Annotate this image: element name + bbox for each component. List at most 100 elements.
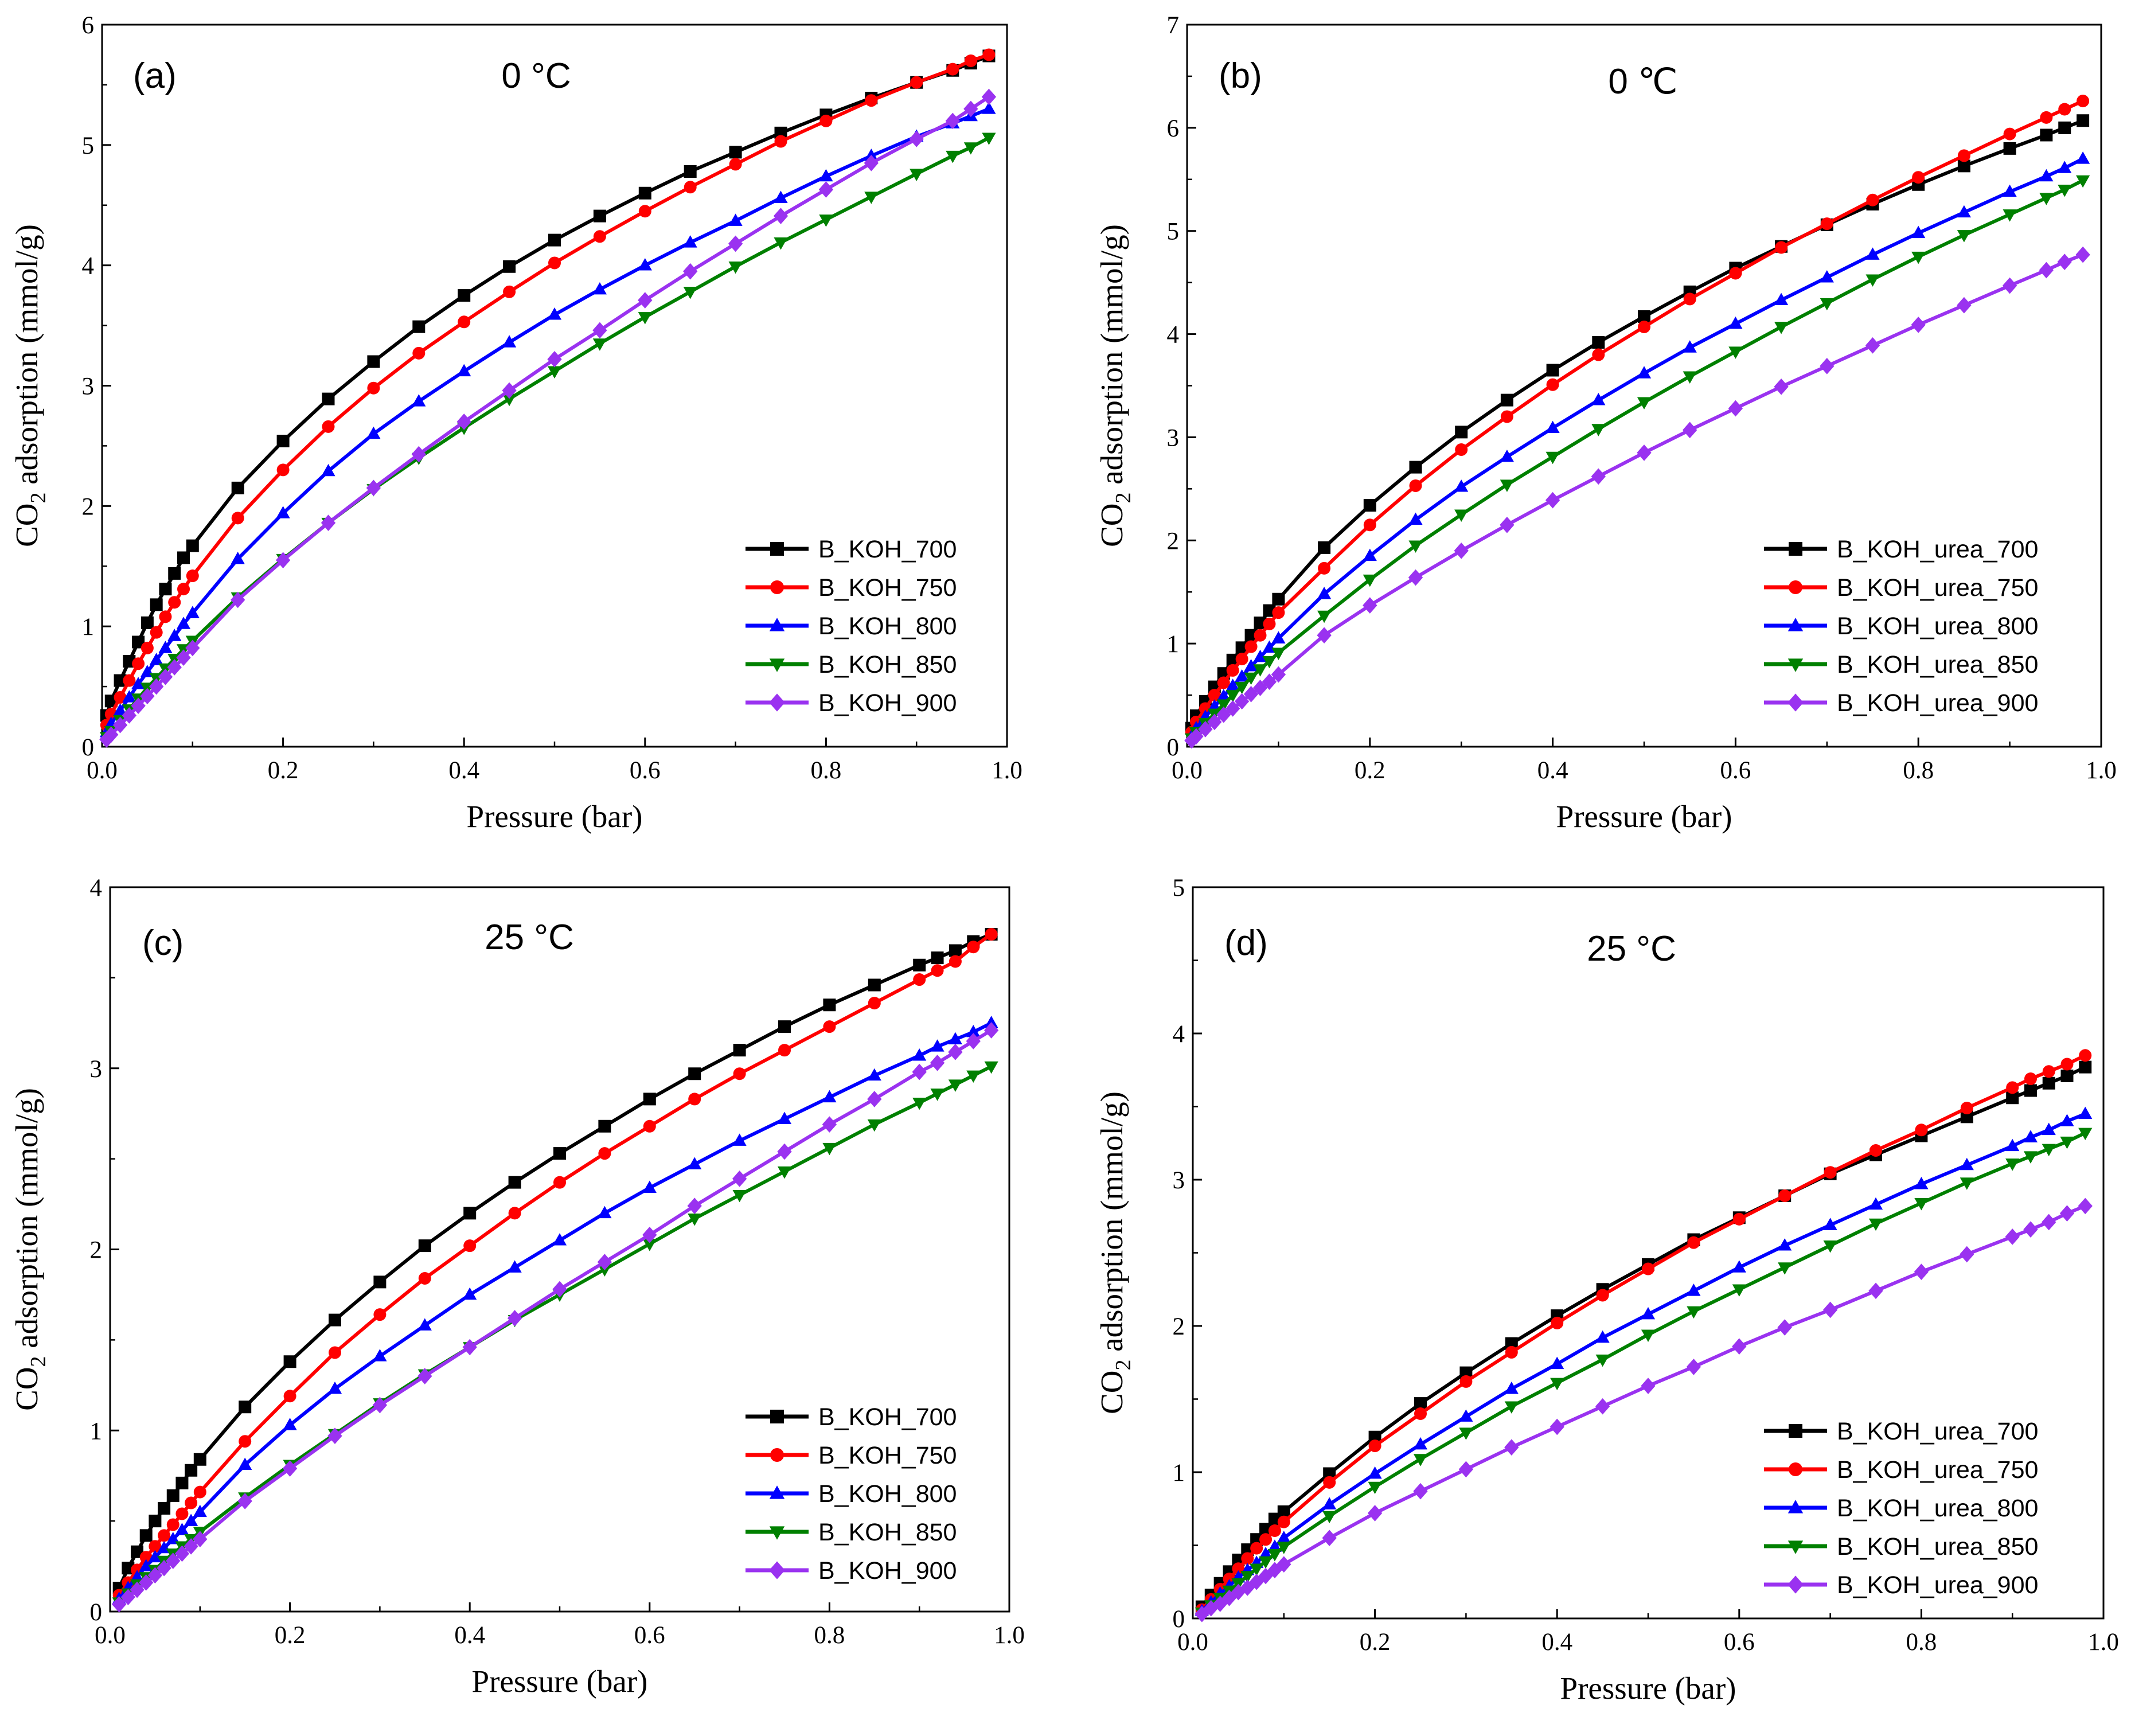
y-tick-label: 5 — [1167, 219, 1180, 245]
data-point — [1253, 649, 1267, 662]
data-point — [1221, 1590, 1237, 1606]
data-point — [1960, 1102, 1973, 1115]
data-point — [729, 158, 742, 171]
y-axis-title: CO2 adsorption (mmol/g) — [9, 224, 50, 547]
data-point — [777, 1143, 792, 1160]
data-point — [967, 941, 980, 954]
legend: B_KOH_700 B_KOH_750 B_KOH_800 B_KOH_850 B_KO… — [746, 536, 957, 717]
data-point — [177, 583, 190, 596]
data-point — [185, 639, 200, 657]
data-point — [2024, 1072, 2037, 1086]
chart-panel-a: 0.0 0.2 0.4 0.6 0.8 1.0 0 1 2 3 4 5 6 Pressure (bar) C… — [9, 12, 1022, 834]
data-point — [1408, 540, 1423, 553]
data-point — [729, 146, 742, 159]
data-point — [864, 192, 879, 204]
legend-label: B_KOH_750 — [818, 574, 957, 602]
data-point — [1267, 1562, 1282, 1579]
data-point — [1258, 1556, 1273, 1569]
data-point — [1868, 1282, 1883, 1300]
data-point — [175, 1507, 189, 1520]
legend-label: B_KOH_urea_900 — [1837, 689, 2038, 717]
series-line — [105, 136, 990, 739]
data-point — [1267, 1549, 1282, 1562]
data-point — [732, 1133, 747, 1146]
panel-label: (a) — [133, 56, 177, 96]
x-tick-label: 0.6 — [1724, 1629, 1755, 1656]
data-point — [1244, 672, 1258, 685]
legend-label: B_KOH_800 — [818, 613, 957, 640]
data-point — [1500, 517, 1515, 533]
data-point — [688, 1093, 701, 1106]
series-B_KOH_900 — [99, 88, 997, 748]
legend-marker — [1787, 658, 1804, 672]
data-point — [688, 1157, 702, 1169]
data-point — [239, 1400, 252, 1414]
data-point — [597, 1254, 612, 1270]
legend-label: B_KOH_urea_750 — [1837, 574, 2038, 602]
data-point — [1820, 217, 1833, 231]
data-point — [687, 1197, 702, 1215]
x-tick-label: 0.8 — [1906, 1629, 1937, 1656]
data-point — [598, 1119, 611, 1133]
data-point — [329, 1346, 341, 1359]
data-point — [1454, 479, 1469, 492]
data-point — [508, 1176, 521, 1189]
data-point — [822, 1090, 837, 1103]
data-point — [114, 674, 127, 687]
x-tick-label: 1.0 — [2088, 1629, 2119, 1656]
legend-label: B_KOH_urea_800 — [1837, 613, 2038, 640]
data-point — [321, 514, 336, 532]
legend-marker — [1787, 693, 1804, 712]
data-point — [865, 94, 878, 107]
data-point — [1262, 673, 1277, 690]
data-point — [1322, 1497, 1337, 1509]
data-point — [158, 668, 173, 685]
data-point — [1317, 610, 1332, 623]
data-point — [177, 551, 190, 564]
data-point — [683, 287, 697, 299]
legend: B_KOH_urea_700 B_KOH_urea_750 B_KOH_urea_8… — [1764, 1418, 2038, 1599]
data-point — [1728, 316, 1743, 329]
data-point — [1322, 1511, 1337, 1524]
data-point — [412, 394, 426, 407]
series-B_KOH_urea_700 — [1185, 114, 2090, 735]
data-point — [913, 958, 926, 972]
series-B_KOH_urea_850 — [1195, 1128, 2093, 1620]
series-B_KOH_750 — [100, 48, 996, 732]
data-point — [458, 315, 471, 329]
data-point — [867, 1119, 881, 1132]
chart-panel-d: 0.0 0.2 0.4 0.6 0.8 1.0 0 1 2 3 4 5 Pressure (bar) CO… — [1094, 875, 2119, 1706]
data-point — [166, 1518, 179, 1531]
legend-label: B_KOH_urea_750 — [1837, 1456, 2038, 1484]
data-point — [1500, 410, 1513, 423]
data-point — [552, 1281, 567, 1298]
x-tick-label: 0.6 — [634, 1622, 665, 1649]
data-point — [417, 1368, 432, 1384]
data-point — [1865, 274, 1880, 287]
data-point — [1824, 1166, 1837, 1179]
data-point — [1550, 1418, 1564, 1435]
data-point — [910, 169, 924, 181]
data-point — [1368, 1481, 1382, 1495]
data-point — [1277, 1542, 1291, 1554]
legend-label: B_KOH_900 — [818, 689, 957, 717]
data-point — [598, 1264, 612, 1277]
data-point — [948, 1032, 963, 1045]
data-point — [2039, 262, 2054, 279]
data-point — [1198, 721, 1213, 738]
data-point — [1263, 617, 1276, 630]
data-point — [592, 282, 607, 295]
data-point — [949, 944, 962, 957]
data-point — [1960, 1177, 1974, 1190]
data-point — [158, 1502, 171, 1515]
data-point — [1592, 336, 1605, 349]
data-point — [123, 674, 136, 687]
data-point — [139, 1559, 153, 1571]
data-point — [1957, 149, 1970, 162]
data-point — [150, 598, 163, 611]
y-tick-label: 1 — [82, 614, 95, 641]
data-point — [548, 233, 561, 247]
data-point — [2058, 161, 2072, 173]
data-point — [193, 1504, 207, 1517]
series-line — [1190, 157, 2084, 738]
